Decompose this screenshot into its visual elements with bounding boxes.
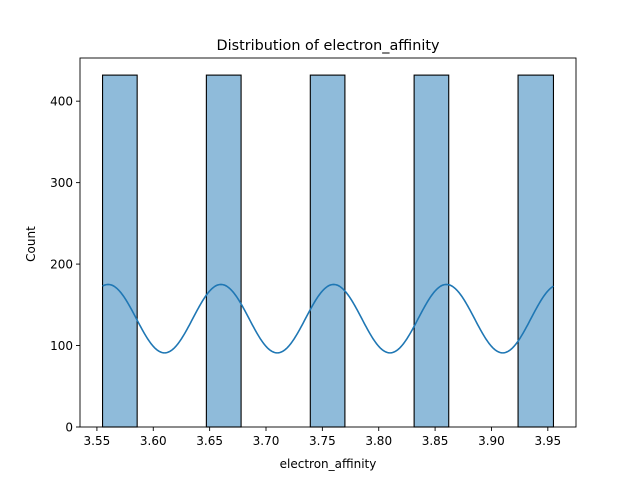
kde-layer: [102, 283, 554, 354]
y-tick-label: 200: [50, 257, 73, 271]
x-tick-label: 3.90: [478, 434, 505, 448]
plot-frame: [79, 57, 577, 428]
axes-layer: [79, 57, 577, 428]
x-tick-label: 3.85: [422, 434, 449, 448]
y-axis-label: Count: [24, 226, 38, 262]
x-ticks: 3.55 3.60 3.65 3.70 3.75 3.80 3.85 3.90 3.95: [84, 427, 561, 448]
y-tick-label: 0: [65, 420, 73, 434]
x-tick-label: 3.95: [534, 434, 561, 448]
y-tick-label: 100: [50, 339, 73, 353]
histogram-bar-4: [413, 74, 450, 428]
bars-layer: [102, 74, 555, 428]
x-tick-label: 3.80: [365, 434, 392, 448]
chart-title: Distribution of electron_affinity: [217, 38, 440, 54]
x-tick-label: 3.65: [196, 434, 223, 448]
kde-line: [102, 283, 554, 354]
y-ticks: 0 100 200 300 400: [50, 94, 80, 434]
x-tick-label: 3.55: [84, 434, 111, 448]
x-tick-label: 3.60: [140, 434, 167, 448]
y-tick-label: 400: [50, 94, 73, 108]
x-tick-label: 3.75: [309, 434, 336, 448]
histogram-bar-5: [517, 74, 555, 428]
histogram-bar-1: [102, 74, 138, 428]
y-tick-label: 300: [50, 176, 73, 190]
histogram-bar-2: [205, 74, 242, 428]
x-axis-label: electron_affinity: [280, 457, 377, 471]
histogram-bar-3: [309, 74, 346, 428]
x-tick-label: 3.70: [253, 434, 280, 448]
